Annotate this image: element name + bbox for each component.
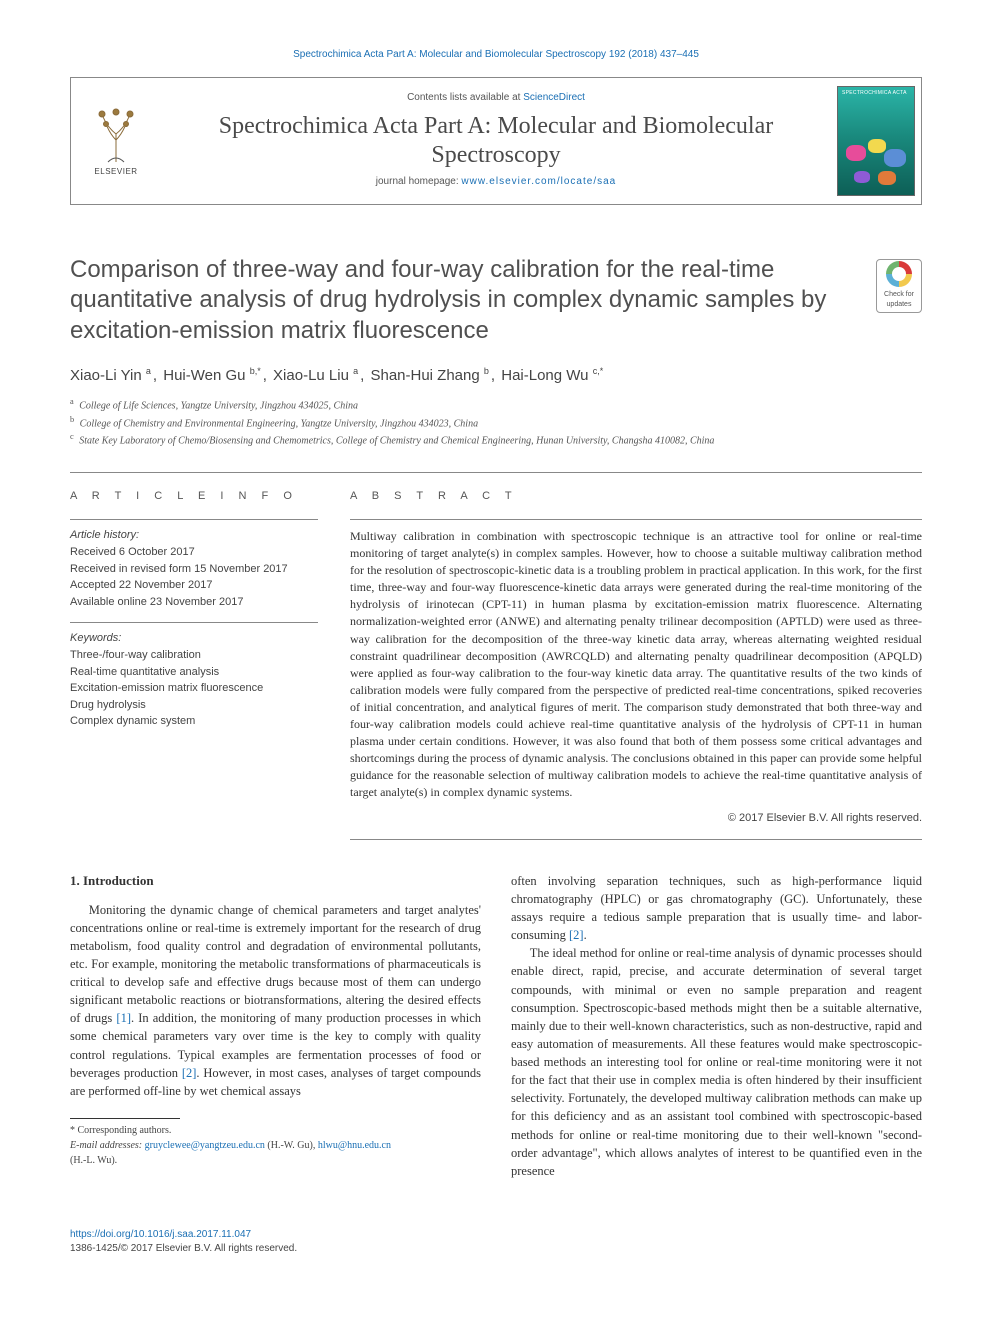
affiliation-text: State Key Laboratory of Chemo/Biosensing… (79, 435, 714, 446)
issn-copyright: 1386-1425/© 2017 Elsevier B.V. All right… (70, 1243, 297, 1254)
author-aff: b (484, 366, 489, 376)
history-label: Article history: (70, 528, 318, 544)
article-info-head: A R T I C L E I N F O (70, 489, 318, 505)
authors-line: Xiao-Li Yin a, Hui-Wen Gu b,*, Xiao-Lu L… (70, 365, 922, 387)
corresponding-label: * Corresponding authors. (70, 1123, 481, 1138)
affiliation-text: College of Life Sciences, Yangtze Univer… (79, 401, 358, 412)
footnote-separator (70, 1118, 180, 1119)
page-footer: https://doi.org/10.1016/j.saa.2017.11.04… (70, 1228, 922, 1256)
affiliation: c State Key Laboratory of Chemo/Biosensi… (70, 431, 922, 448)
footnotes: * Corresponding authors. E-mail addresse… (70, 1123, 481, 1168)
body-text: Monitoring the dynamic change of chemica… (70, 903, 481, 1026)
homepage-line: journal homepage: www.elsevier.com/locat… (165, 175, 827, 190)
history-line: Received 6 October 2017 (70, 544, 318, 561)
body-paragraph: The ideal method for online or real-time… (511, 944, 922, 1180)
email-who: (H.-W. Gu), (267, 1140, 315, 1151)
keyword: Three-/four-way calibration (70, 647, 318, 664)
contents-pre: Contents lists available at (407, 92, 523, 103)
crossmark-icon (886, 261, 912, 287)
article-info: A R T I C L E I N F O Article history: R… (70, 473, 318, 839)
author: Hai-Long Wu (501, 367, 588, 384)
author-aff: c,* (593, 366, 604, 376)
email-label: E-mail addresses: (70, 1140, 142, 1151)
page: Spectrochimica Acta Part A: Molecular an… (0, 0, 992, 1296)
info-abstract-row: A R T I C L E I N F O Article history: R… (70, 473, 922, 839)
body-columns: 1. Introduction Monitoring the dynamic c… (70, 872, 922, 1180)
history-line: Available online 23 November 2017 (70, 594, 318, 611)
publisher-label: ELSEVIER (94, 166, 137, 178)
updates-line2: updates (887, 300, 912, 310)
body-paragraph: often involving separation techniques, s… (511, 872, 922, 945)
homepage-pre: journal homepage: (376, 176, 462, 187)
abstract-head: A B S T R A C T (350, 489, 922, 505)
author: Shan-Hui Zhang (370, 367, 479, 384)
citation-link[interactable]: [2] (182, 1066, 197, 1080)
section-heading: 1. Introduction (70, 872, 481, 891)
header-center: Contents lists available at ScienceDirec… (161, 83, 831, 198)
journal-header: ELSEVIER Contents lists available at Sci… (70, 77, 922, 205)
title-block: Check for updates Comparison of three-wa… (70, 255, 922, 449)
affiliations: a College of Life Sciences, Yangtze Univ… (70, 396, 922, 448)
citation-link[interactable]: [2] (569, 928, 584, 942)
affiliation: b College of Chemistry and Environmental… (70, 414, 922, 431)
affiliation-text: College of Chemistry and Environmental E… (80, 418, 478, 429)
body-text: . (584, 928, 587, 942)
elsevier-tree-icon (92, 104, 140, 164)
author-aff: b,* (250, 366, 261, 376)
keyword: Drug hydrolysis (70, 697, 318, 714)
running-head-link[interactable]: Spectrochimica Acta Part A: Molecular an… (293, 49, 699, 60)
citation-link[interactable]: [1] (116, 1011, 131, 1025)
cover-image: SPECTROCHIMICA ACTA (837, 86, 915, 196)
updates-line1: Check for (884, 290, 914, 300)
body-paragraph: Monitoring the dynamic change of chemica… (70, 901, 481, 1100)
homepage-link[interactable]: www.elsevier.com/locate/saa (461, 176, 616, 187)
email-who: (H.-L. Wu). (70, 1153, 481, 1168)
contents-line: Contents lists available at ScienceDirec… (165, 91, 827, 106)
author: Xiao-Lu Liu (273, 367, 349, 384)
affiliation: a College of Life Sciences, Yangtze Univ… (70, 396, 922, 413)
keyword: Complex dynamic system (70, 713, 318, 730)
running-head: Spectrochimica Acta Part A: Molecular an… (70, 48, 922, 63)
cover-art (844, 129, 908, 189)
history-line: Received in revised form 15 November 201… (70, 561, 318, 578)
sciencedirect-link[interactable]: ScienceDirect (523, 92, 585, 103)
email-line: E-mail addresses: gruyclewee@yangtzeu.ed… (70, 1138, 481, 1168)
abstract-text: Multiway calibration in combination with… (350, 528, 922, 801)
author-aff: a (353, 366, 358, 376)
keyword: Excitation-emission matrix fluorescence (70, 680, 318, 697)
divider (350, 839, 922, 840)
email-link[interactable]: gruyclewee@yangtzeu.edu.cn (145, 1140, 265, 1151)
author: Xiao-Li Yin (70, 367, 142, 384)
cover-title-text: SPECTROCHIMICA ACTA (842, 90, 907, 97)
history-line: Accepted 22 November 2017 (70, 577, 318, 594)
author-aff: a (146, 366, 151, 376)
keyword: Real-time quantitative analysis (70, 664, 318, 681)
doi-link[interactable]: https://doi.org/10.1016/j.saa.2017.11.04… (70, 1229, 251, 1240)
abstract: A B S T R A C T Multiway calibration in … (350, 473, 922, 839)
article-title: Comparison of three-way and four-way cal… (70, 255, 922, 347)
cover-thumbnail: SPECTROCHIMICA ACTA (831, 78, 921, 204)
check-updates-badge[interactable]: Check for updates (876, 259, 922, 313)
keywords-label: Keywords: (70, 631, 318, 647)
journal-title: Spectrochimica Acta Part A: Molecular an… (165, 112, 827, 170)
author: Hui-Wen Gu (163, 367, 245, 384)
publisher-logo: ELSEVIER (71, 78, 161, 204)
email-link[interactable]: hlwu@hnu.edu.cn (318, 1140, 391, 1151)
abstract-copyright: © 2017 Elsevier B.V. All rights reserved… (350, 811, 922, 827)
